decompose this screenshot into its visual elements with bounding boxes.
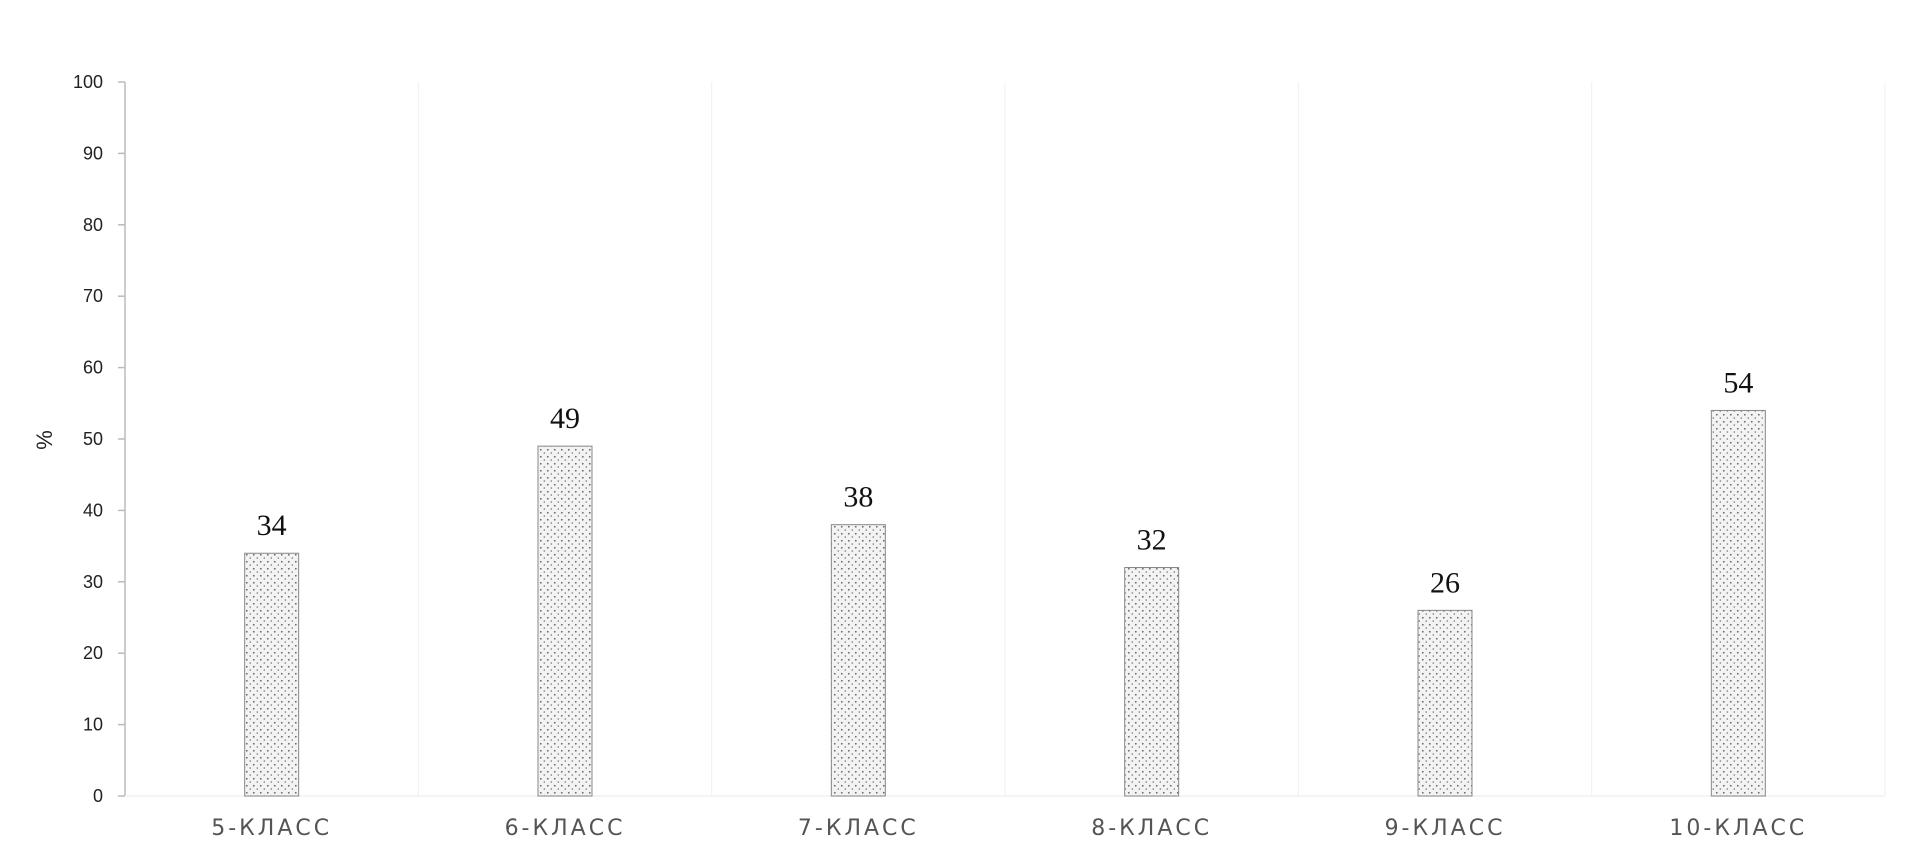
labels: 34 5-КЛАСС 49 6-КЛАСС 38 7-КЛАСС 32 8-КЛАСС 26 9-… — [211, 366, 1807, 841]
y-tick-label: 60 — [83, 358, 103, 378]
bar — [830, 524, 886, 797]
y-tick-label: 20 — [83, 643, 103, 663]
data-label: 34 — [257, 509, 287, 542]
bar — [1417, 609, 1473, 797]
data-label: 26 — [1430, 566, 1460, 599]
category-label: 5-КЛАСС — [211, 816, 332, 841]
category-label: 9-КЛАСС — [1385, 816, 1506, 841]
axes: 0 10 20 30 40 50 60 70 80 90 100 — [73, 72, 1885, 806]
data-label: 38 — [843, 481, 873, 514]
bars — [244, 409, 1766, 797]
y-tick-label: 50 — [83, 429, 103, 449]
bar — [244, 552, 300, 797]
gridlines — [124, 82, 1886, 796]
data-label: 32 — [1137, 524, 1167, 557]
y-tick-label: 70 — [83, 286, 103, 306]
y-tick-label: 40 — [83, 500, 103, 520]
category-label: 8-КЛАСС — [1091, 816, 1212, 841]
data-label: 54 — [1723, 366, 1753, 399]
bar — [1710, 409, 1766, 797]
y-tick-label: 80 — [83, 215, 103, 235]
category-label: 6-КЛАСС — [505, 816, 626, 841]
y-tick-label: 10 — [83, 715, 103, 735]
y-axis-label: % — [32, 430, 57, 450]
y-tick-label: 0 — [93, 786, 103, 806]
bar — [537, 445, 593, 797]
y-tick-label: 90 — [83, 143, 103, 163]
category-label: 7-КЛАСС — [798, 816, 919, 841]
category-label: 10-КЛАСС — [1669, 816, 1807, 841]
bar — [1124, 567, 1180, 797]
data-label: 49 — [550, 402, 580, 435]
y-tick-label: 100 — [73, 72, 103, 92]
y-tick-label: 30 — [83, 572, 103, 592]
